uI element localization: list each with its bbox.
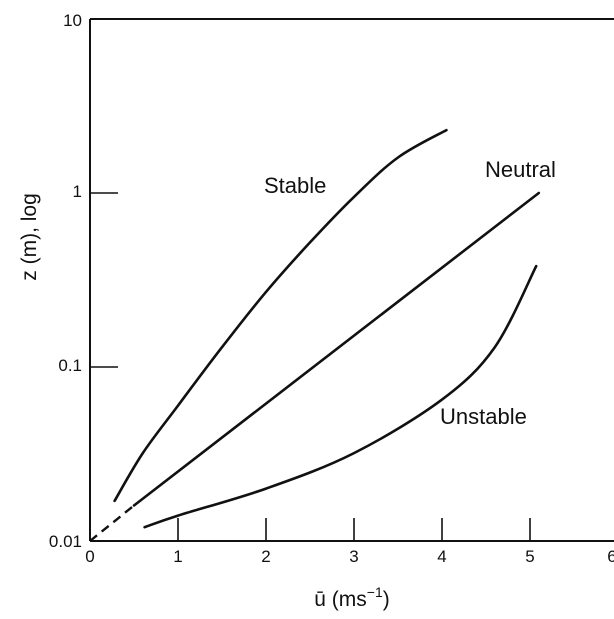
x-tick-label-1: 1: [173, 547, 182, 566]
y-tick-label-2: 1: [73, 182, 82, 201]
series-line-neutral: [132, 191, 541, 507]
x-tick-label-5: 5: [525, 547, 534, 566]
x-tick-label-3: 3: [349, 547, 358, 566]
series-line-stable: [113, 128, 448, 503]
x-tick-label-4: 4: [437, 547, 446, 566]
y-axis-title: z (m), log: [18, 193, 41, 281]
x-tick-label-6: 6: [607, 547, 614, 566]
x-axis-title-sup: −1: [367, 584, 383, 600]
series-label-unstable: Unstable: [440, 404, 527, 429]
series-label-neutral: Neutral: [485, 157, 556, 182]
x-axis-title-main: ū (ms: [314, 588, 367, 611]
x-tick-label-2: 2: [261, 547, 270, 566]
chart-marks: [89, 18, 541, 542]
series-label-stable: Stable: [264, 173, 326, 198]
x-axis-title: ū (ms−1): [314, 584, 389, 611]
y-tick-label-0: 0.01: [49, 532, 82, 551]
y-tick-label-3: 10: [63, 11, 82, 30]
x-axis-title-close: ): [383, 588, 390, 611]
x-tick-label-0: 0: [85, 547, 94, 566]
series-extrapolation-neutral: [89, 504, 135, 542]
y-tick-label-1: 0.1: [58, 356, 82, 375]
series-line-unstable: [143, 264, 538, 529]
